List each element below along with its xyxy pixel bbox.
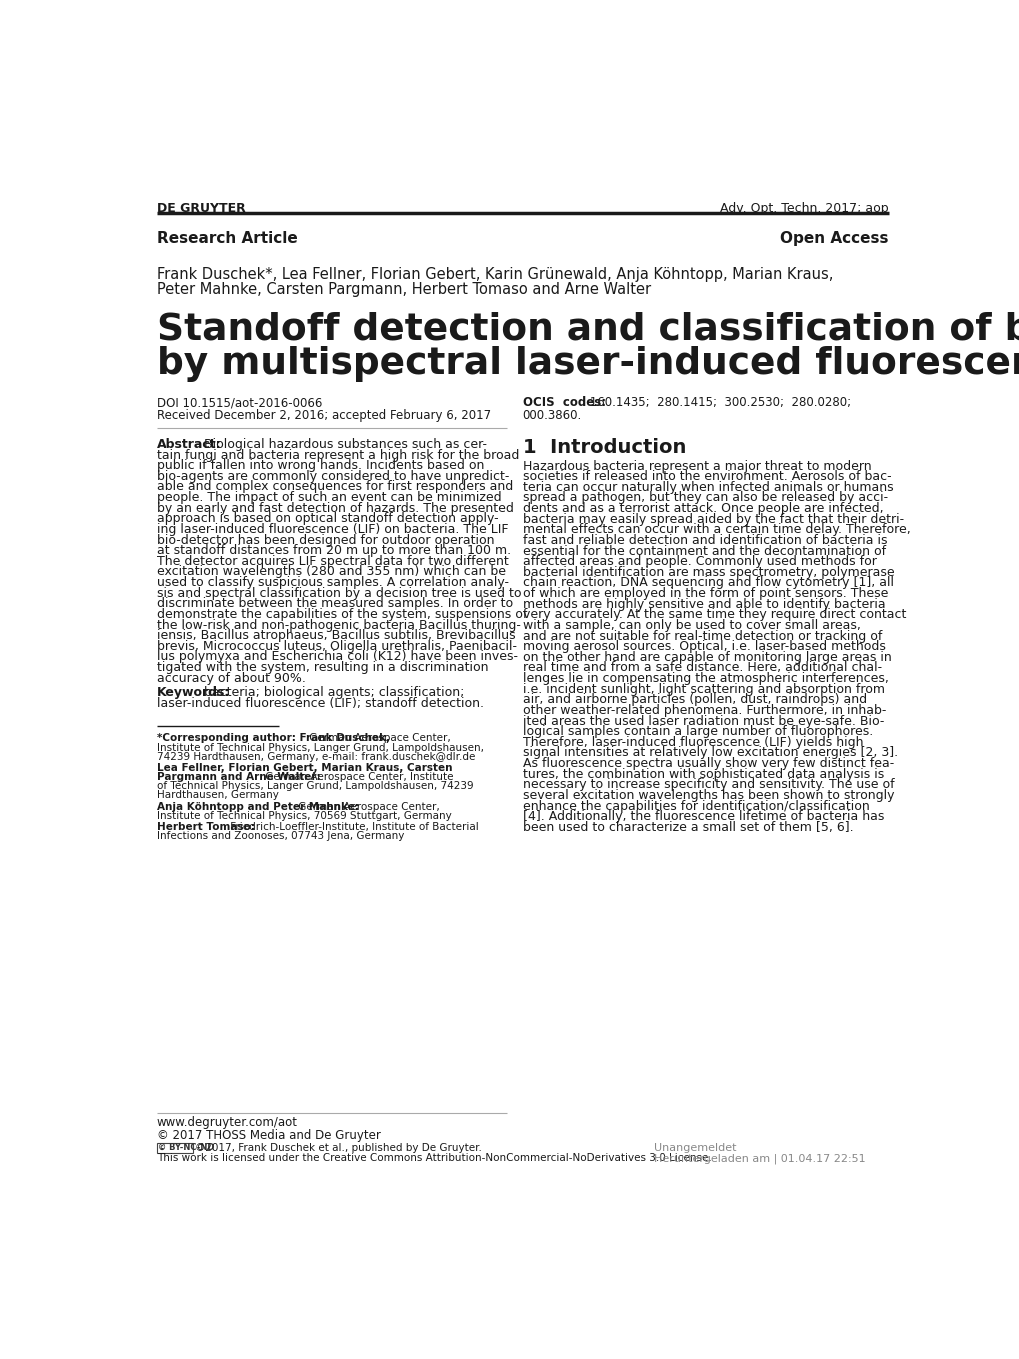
Text: 74239 Hardthausen, Germany, e-mail: frank.duschek@dlr.de: 74239 Hardthausen, Germany, e-mail: fran… (157, 752, 475, 761)
Text: by an early and fast detection of hazards. The presented: by an early and fast detection of hazard… (157, 501, 514, 515)
Text: lenges lie in compensating the atmospheric interferences,: lenges lie in compensating the atmospher… (522, 673, 888, 685)
Text: air, and airborne particles (pollen, dust, raindrops) and: air, and airborne particles (pollen, dus… (522, 693, 866, 707)
Text: at standoff distances from 20 m up to more than 100 m.: at standoff distances from 20 m up to mo… (157, 544, 511, 557)
Text: logical samples contain a large number of fluorophores.: logical samples contain a large number o… (522, 726, 872, 738)
Text: OCIS  codes:: OCIS codes: (522, 397, 605, 409)
Text: societies if released into the environment. Aerosols of bac-: societies if released into the environme… (522, 470, 891, 484)
Text: moving aerosol sources. Optical, i.e. laser-based methods: moving aerosol sources. Optical, i.e. la… (522, 640, 884, 654)
Text: © 2017 THOSS Media and De Gruyter: © 2017 THOSS Media and De Gruyter (157, 1129, 380, 1142)
Text: people. The impact of such an event can be minimized: people. The impact of such an event can … (157, 491, 501, 504)
Text: tigated with the system, resulting in a discrimination: tigated with the system, resulting in a … (157, 660, 488, 674)
Text: teria can occur naturally when infected animals or humans: teria can occur naturally when infected … (522, 481, 893, 493)
Text: iensis, Bacillus atrophaeus, Bacillus subtilis, Brevibacillus: iensis, Bacillus atrophaeus, Bacillus su… (157, 629, 515, 643)
Text: Lea Fellner, Florian Gebert, Marian Kraus, Carsten: Lea Fellner, Florian Gebert, Marian Krau… (157, 762, 452, 773)
Text: DOI 10.1515/aot-2016-0066: DOI 10.1515/aot-2016-0066 (157, 397, 322, 409)
Text: lus polymyxa and Escherichia coli (K12) have been inves-: lus polymyxa and Escherichia coli (K12) … (157, 651, 518, 663)
Text: © BY-NC-ND: © BY-NC-ND (158, 1143, 215, 1151)
Text: of which are employed in the form of point sensors. These: of which are employed in the form of poi… (522, 587, 888, 601)
Text: very accurately. At the same time they require direct contact: very accurately. At the same time they r… (522, 609, 905, 621)
Text: As fluorescence spectra usually show very few distinct fea-: As fluorescence spectra usually show ver… (522, 757, 893, 771)
Text: Unangemeldet: Unangemeldet (654, 1143, 737, 1152)
Text: Therefore, laser-induced fluorescence (LIF) yields high: Therefore, laser-induced fluorescence (L… (522, 735, 862, 749)
Text: German Aerospace Center,: German Aerospace Center, (294, 802, 439, 811)
Text: Pargmann and Arne Walter:: Pargmann and Arne Walter: (157, 772, 320, 783)
Text: affected areas and people. Commonly used methods for: affected areas and people. Commonly used… (522, 556, 875, 568)
Text: Open Access: Open Access (780, 231, 888, 246)
Text: Peter Mahnke, Carsten Pargmann, Herbert Tomaso and Arne Walter: Peter Mahnke, Carsten Pargmann, Herbert … (157, 283, 650, 298)
Text: discriminate between the measured samples. In order to: discriminate between the measured sample… (157, 598, 513, 610)
Text: www.degruyter.com/aot: www.degruyter.com/aot (157, 1116, 298, 1129)
Text: demonstrate the capabilities of the system, suspensions of: demonstrate the capabilities of the syst… (157, 607, 527, 621)
Text: approach is based on optical standoff detection apply-: approach is based on optical standoff de… (157, 512, 498, 526)
Text: enhance the capabilities for identification/classification: enhance the capabilities for identificat… (522, 799, 868, 813)
Text: Institute of Technical Physics, 70569 Stuttgart, Germany: Institute of Technical Physics, 70569 St… (157, 811, 451, 821)
Text: The detector acquires LIF spectral data for two different: The detector acquires LIF spectral data … (157, 554, 508, 568)
Text: used to classify suspicious samples. A correlation analy-: used to classify suspicious samples. A c… (157, 576, 508, 588)
Text: bacteria; biological agents; classification;: bacteria; biological agents; classificat… (200, 686, 464, 700)
Text: been used to characterize a small set of them [5, 6].: been used to characterize a small set of… (522, 821, 853, 834)
Text: sis and spectral classification by a decision tree is used to: sis and spectral classification by a dec… (157, 587, 521, 599)
Text: bio-agents are commonly considered to have unpredict-: bio-agents are commonly considered to ha… (157, 470, 508, 482)
Text: on the other hand are capable of monitoring large areas in: on the other hand are capable of monitor… (522, 651, 891, 663)
Text: Institute of Technical Physics, Langer Grund, Lampoldshausen,: Institute of Technical Physics, Langer G… (157, 742, 483, 753)
Text: Keywords:: Keywords: (157, 686, 230, 700)
Text: the low-risk and non-pathogenic bacteria Bacillus thuring-: the low-risk and non-pathogenic bacteria… (157, 618, 521, 632)
Text: ing laser-induced fluorescence (LIF) on bacteria. The LIF: ing laser-induced fluorescence (LIF) on … (157, 523, 507, 535)
Text: DE GRUYTER: DE GRUYTER (157, 201, 246, 215)
Text: Hardthausen, Germany: Hardthausen, Germany (157, 791, 278, 800)
Text: dents and as a terrorist attack. Once people are infected,: dents and as a terrorist attack. Once pe… (522, 501, 882, 515)
Text: i.e. incident sunlight, light scattering and absorption from: i.e. incident sunlight, light scattering… (522, 682, 883, 696)
Text: Anja Köhntopp and Peter Mahnke:: Anja Köhntopp and Peter Mahnke: (157, 802, 359, 811)
Text: brevis, Micrococcus luteus, Oligella urethralis, Paenibacil-: brevis, Micrococcus luteus, Oligella ure… (157, 640, 517, 652)
Text: Adv. Opt. Techn. 2017; aop: Adv. Opt. Techn. 2017; aop (719, 201, 888, 215)
Text: laser-induced fluorescence (LIF); standoff detection.: laser-induced fluorescence (LIF); stando… (157, 697, 483, 709)
Text: German Aerospace Center, Institute: German Aerospace Center, Institute (262, 772, 453, 783)
Text: Hazardous bacteria represent a major threat to modern: Hazardous bacteria represent a major thr… (522, 459, 870, 473)
Text: with a sample, can only be used to cover small areas,: with a sample, can only be used to cover… (522, 618, 860, 632)
Text: [4]. Additionally, the fluorescence lifetime of bacteria has: [4]. Additionally, the fluorescence life… (522, 810, 883, 824)
Text: able and complex consequences for first responders and: able and complex consequences for first … (157, 481, 513, 493)
Text: bacteria may easily spread aided by the fact that their detri-: bacteria may easily spread aided by the … (522, 512, 903, 526)
Text: Friedrich-Loeffler-Institute, Institute of Bacterial: Friedrich-Loeffler-Institute, Institute … (227, 822, 479, 832)
Text: Research Article: Research Article (157, 231, 298, 246)
Text: German Aerospace Center,: German Aerospace Center, (306, 734, 450, 743)
Text: tain fungi and bacteria represent a high risk for the broad: tain fungi and bacteria represent a high… (157, 448, 519, 462)
Text: *Corresponding author: Frank Duschek,: *Corresponding author: Frank Duschek, (157, 734, 389, 743)
FancyBboxPatch shape (157, 1143, 193, 1154)
Text: Standoff detection and classification of bacteria: Standoff detection and classification of… (157, 311, 1019, 348)
Text: other weather-related phenomena. Furthermore, in inhab-: other weather-related phenomena. Further… (522, 704, 886, 718)
Text: methods are highly sensitive and able to identify bacteria: methods are highly sensitive and able to… (522, 598, 884, 610)
Text: 000.3860.: 000.3860. (522, 409, 582, 421)
Text: Abstract:: Abstract: (157, 438, 221, 451)
Text: tures, the combination with sophisticated data analysis is: tures, the combination with sophisticate… (522, 768, 883, 780)
Text: Biological hazardous substances such as cer-: Biological hazardous substances such as … (200, 438, 486, 451)
Text: Frank Duschek*, Lea Fellner, Florian Gebert, Karin Grünewald, Anja Köhntopp, Mar: Frank Duschek*, Lea Fellner, Florian Geb… (157, 266, 833, 283)
Text: by multispectral laser-induced fluorescence: by multispectral laser-induced fluoresce… (157, 347, 1019, 382)
Text: public if fallen into wrong hands. Incidents based on: public if fallen into wrong hands. Incid… (157, 459, 484, 472)
Text: bio-detector has been designed for outdoor operation: bio-detector has been designed for outdo… (157, 534, 494, 546)
Text: several excitation wavelengths has been shown to strongly: several excitation wavelengths has been … (522, 790, 894, 802)
Text: mental effects can occur with a certain time delay. Therefore,: mental effects can occur with a certain … (522, 523, 910, 537)
Text: excitation wavelengths (280 and 355 nm) which can be: excitation wavelengths (280 and 355 nm) … (157, 565, 505, 579)
Text: signal intensities at relatively low excitation energies [2, 3].: signal intensities at relatively low exc… (522, 746, 897, 760)
Text: chain reaction, DNA sequencing and flow cytometry [1], all: chain reaction, DNA sequencing and flow … (522, 576, 893, 590)
Text: and are not suitable for real-time detection or tracking of: and are not suitable for real-time detec… (522, 629, 881, 643)
Text: spread a pathogen, but they can also be released by acci-: spread a pathogen, but they can also be … (522, 492, 887, 504)
Text: Infections and Zoonoses, 07743 Jena, Germany: Infections and Zoonoses, 07743 Jena, Ger… (157, 832, 404, 841)
Text: Herbert Tomaso:: Herbert Tomaso: (157, 822, 255, 832)
Text: This work is licensed under the Creative Commons Attribution-NonCommercial-NoDer: This work is licensed under the Creative… (157, 1152, 711, 1162)
Text: 160.1435;  280.1415;  300.2530;  280.0280;: 160.1435; 280.1415; 300.2530; 280.0280; (586, 397, 851, 409)
Text: ited areas the used laser radiation must be eye-safe. Bio-: ited areas the used laser radiation must… (522, 715, 883, 727)
Text: real time and from a safe distance. Here, additional chal-: real time and from a safe distance. Here… (522, 662, 881, 674)
Text: Received December 2, 2016; accepted February 6, 2017: Received December 2, 2016; accepted Febr… (157, 409, 490, 421)
Text: bacterial identification are mass spectrometry, polymerase: bacterial identification are mass spectr… (522, 565, 894, 579)
Text: essential for the containment and the decontamination of: essential for the containment and the de… (522, 545, 886, 557)
Text: Heruntergeladen am | 01.04.17 22:51: Heruntergeladen am | 01.04.17 22:51 (654, 1154, 865, 1163)
Text: of Technical Physics, Langer Grund, Lampoldshausen, 74239: of Technical Physics, Langer Grund, Lamp… (157, 781, 473, 791)
Text: fast and reliable detection and identification of bacteria is: fast and reliable detection and identifi… (522, 534, 887, 546)
Text: 1  Introduction: 1 Introduction (522, 438, 686, 457)
Text: ©2017, Frank Duschek et al., published by De Gruyter.: ©2017, Frank Duschek et al., published b… (195, 1143, 481, 1152)
Text: necessary to increase specificity and sensitivity. The use of: necessary to increase specificity and se… (522, 779, 894, 791)
Text: accuracy of about 90%.: accuracy of about 90%. (157, 671, 306, 685)
